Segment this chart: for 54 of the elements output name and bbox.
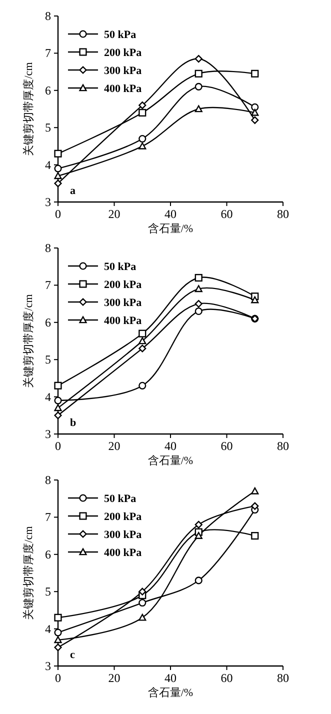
x-tick-label: 20 bbox=[108, 671, 120, 685]
y-tick-label: 3 bbox=[45, 427, 51, 441]
annotation: a bbox=[70, 185, 76, 197]
x-tick-label: 40 bbox=[164, 671, 176, 685]
legend-label: 50 kPa bbox=[104, 493, 137, 505]
legend-label: 300 kPa bbox=[104, 297, 142, 309]
y-axis-title: 关键剪切带厚度/cm bbox=[22, 526, 35, 620]
annotation: b bbox=[70, 417, 76, 429]
x-axis-title: 含石量/% bbox=[148, 222, 194, 235]
legend-label: 400 kPa bbox=[104, 547, 142, 559]
y-tick-label: 7 bbox=[45, 278, 51, 292]
y-tick-label: 6 bbox=[45, 315, 51, 330]
x-tick-label: 0 bbox=[55, 439, 61, 453]
legend-label: 200 kPa bbox=[104, 511, 142, 523]
y-tick-label: 3 bbox=[45, 195, 51, 209]
legend-label: 400 kPa bbox=[104, 83, 142, 95]
y-tick-label: 6 bbox=[45, 83, 51, 98]
x-tick-label: 40 bbox=[164, 207, 176, 221]
x-tick-label: 80 bbox=[277, 671, 289, 685]
y-tick-label: 8 bbox=[45, 9, 51, 23]
x-tick-label: 20 bbox=[108, 207, 120, 221]
x-tick-label: 0 bbox=[55, 671, 61, 685]
x-tick-label: 60 bbox=[220, 439, 233, 453]
y-axis-title: 关键剪切带厚度/cm bbox=[22, 294, 35, 388]
y-tick-label: 6 bbox=[45, 547, 51, 562]
x-axis-title: 含石量/% bbox=[148, 686, 194, 699]
annotation: c bbox=[70, 649, 75, 661]
legend-label: 50 kPa bbox=[104, 29, 137, 41]
x-tick-label: 60 bbox=[220, 207, 233, 221]
y-tick-label: 8 bbox=[45, 241, 51, 255]
y-tick-label: 7 bbox=[45, 46, 51, 60]
legend-label: 50 kPa bbox=[104, 261, 137, 273]
x-tick-label: 20 bbox=[108, 439, 120, 453]
x-tick-label: 80 bbox=[277, 207, 289, 221]
legend-label: 300 kPa bbox=[104, 529, 142, 541]
x-axis-title: 含石量/% bbox=[148, 454, 194, 467]
x-tick-label: 40 bbox=[164, 439, 176, 453]
y-tick-label: 4 bbox=[45, 622, 51, 636]
x-tick-label: 0 bbox=[55, 207, 61, 221]
y-tick-label: 8 bbox=[45, 473, 51, 487]
legend-label: 300 kPa bbox=[104, 65, 142, 77]
y-tick-label: 7 bbox=[45, 510, 51, 524]
legend-label: 200 kPa bbox=[104, 47, 142, 59]
x-tick-label: 80 bbox=[277, 439, 289, 453]
legend-label: 200 kPa bbox=[104, 279, 142, 291]
y-tick-label: 4 bbox=[45, 390, 51, 404]
y-tick-label: 3 bbox=[45, 659, 51, 673]
x-tick-label: 60 bbox=[220, 671, 233, 685]
y-tick-label: 4 bbox=[45, 158, 51, 172]
y-tick-label: 5 bbox=[45, 352, 51, 367]
legend-label: 400 kPa bbox=[104, 315, 142, 327]
y-tick-label: 5 bbox=[45, 120, 51, 135]
y-axis-title: 关键剪切带厚度/cm bbox=[22, 62, 35, 156]
y-tick-label: 5 bbox=[45, 584, 51, 599]
